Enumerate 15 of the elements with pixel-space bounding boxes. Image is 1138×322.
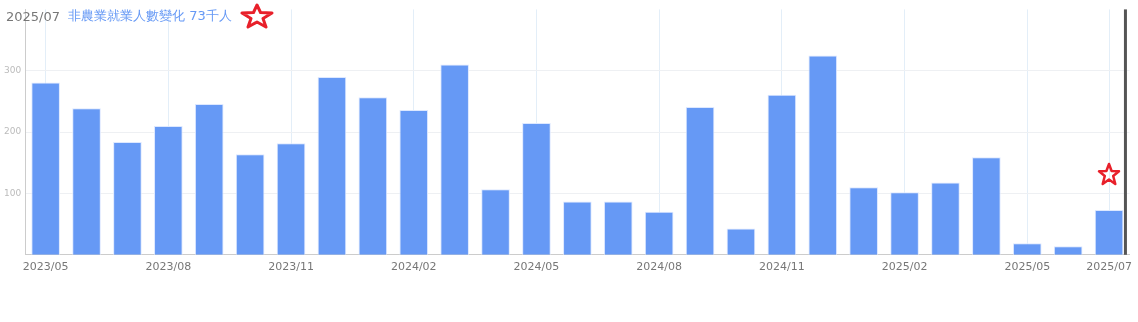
y-tick-label: 200 <box>3 126 22 137</box>
x-tick-label: 2025/02 <box>881 260 928 274</box>
y-tick-label: 100 <box>3 187 22 198</box>
x-tick-label: 2025/05 <box>1004 260 1051 274</box>
x-tick-label: 2023/08 <box>145 260 192 274</box>
x-tick-label: 2024/08 <box>636 260 683 274</box>
x-tick-label: 2024/11 <box>759 260 805 274</box>
x-tick-label: 2023/11 <box>268 260 314 274</box>
chart-title: 2025/07 <box>6 8 61 24</box>
x-tick-label: 2025/07 <box>1086 260 1132 274</box>
chart-subtitle: 非農業就業人數變化 73千人 <box>68 7 232 25</box>
x-tick-label: 2024/02 <box>390 260 437 274</box>
x-tick-label: 2023/05 <box>22 260 69 274</box>
y-tick-label: 300 <box>3 65 22 76</box>
x-tick-label: 2024/05 <box>513 260 560 274</box>
